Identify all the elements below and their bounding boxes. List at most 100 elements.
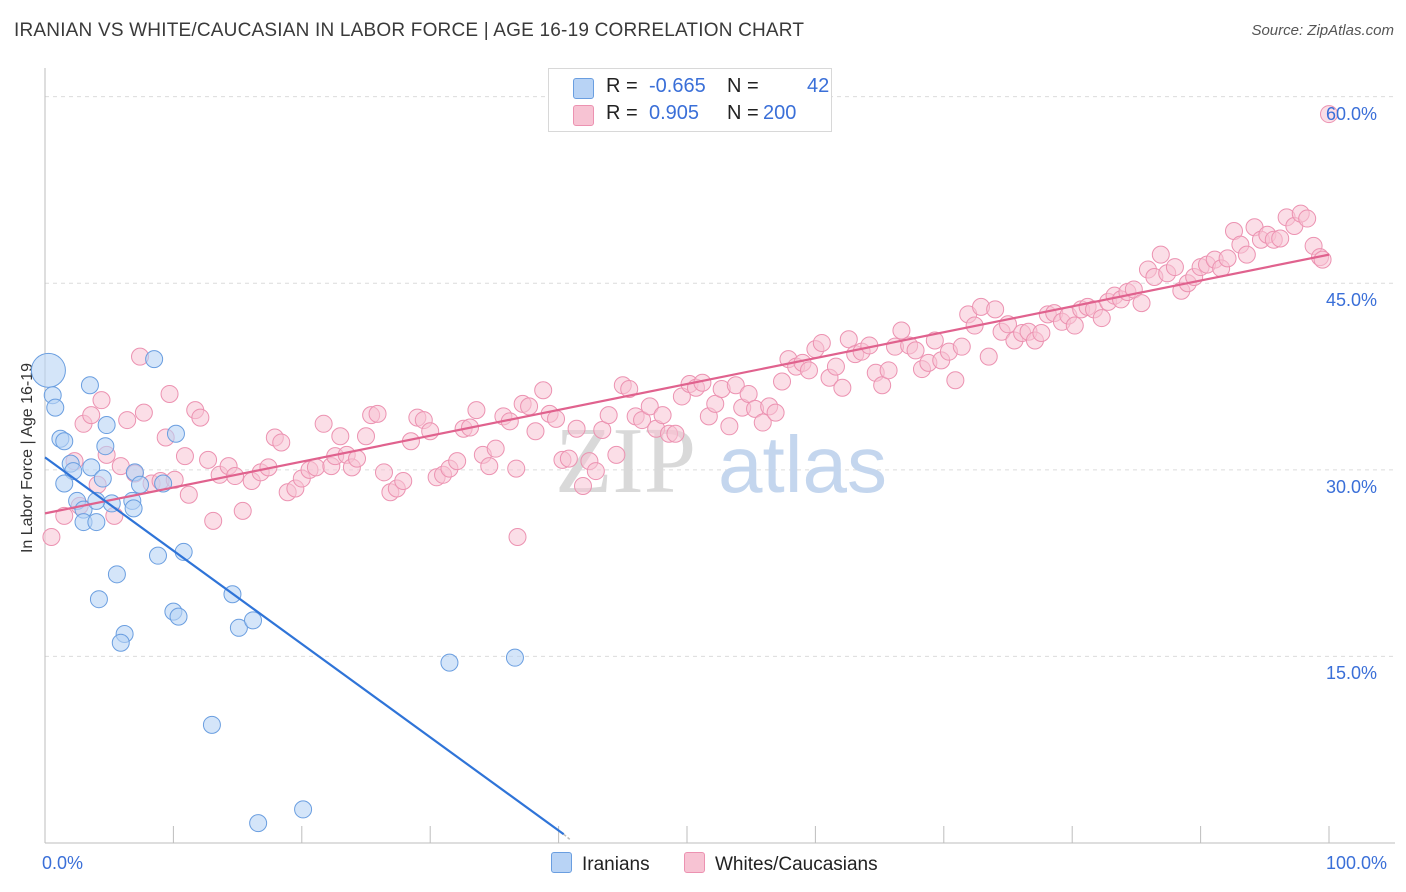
bottom-legend-whites: Whites/Caucasians <box>684 852 878 876</box>
point-whites-11 <box>118 411 137 430</box>
series-iranians-points <box>30 350 524 833</box>
point-iranians-26 <box>145 350 164 369</box>
point-whites-39 <box>306 458 325 477</box>
bottom-legend-swatch-iranians <box>551 852 572 873</box>
point-iranians-35 <box>229 618 248 637</box>
series-whites-points <box>42 105 1338 546</box>
point-whites-193 <box>1320 105 1338 124</box>
point-whites-130 <box>906 341 925 360</box>
point-whites-137 <box>952 337 971 356</box>
point-whites-40 <box>314 414 333 433</box>
point-whites-189 <box>1298 209 1317 228</box>
point-whites-67 <box>486 439 505 458</box>
point-iranians-2 <box>46 398 65 417</box>
point-whites-34 <box>272 433 291 452</box>
point-iranians-0 <box>30 352 66 388</box>
point-iranians-16 <box>97 416 116 435</box>
point-whites-79 <box>567 419 586 438</box>
point-iranians-36 <box>244 611 263 630</box>
point-iranians-21 <box>89 590 108 609</box>
point-whites-107 <box>753 413 772 432</box>
legend-r-value-iranians: -0.665 <box>649 75 706 97</box>
point-whites-119 <box>833 378 852 397</box>
legend-swatch-whites <box>573 105 594 126</box>
point-whites-20 <box>175 447 194 466</box>
point-whites-5 <box>82 406 101 425</box>
point-whites-185 <box>1271 229 1290 248</box>
x-tick-label-min: 0.0% <box>42 853 84 873</box>
point-whites-85 <box>607 445 626 464</box>
point-iranians-38 <box>294 800 313 819</box>
point-whites-82 <box>586 462 605 481</box>
point-iranians-14 <box>93 469 112 488</box>
point-whites-164 <box>1132 294 1151 313</box>
trend-line-iranians <box>44 456 565 836</box>
point-whites-133 <box>925 331 944 350</box>
point-whites-126 <box>879 361 898 380</box>
point-whites-116 <box>812 333 831 352</box>
point-whites-80 <box>573 477 592 495</box>
point-whites-47 <box>357 427 375 446</box>
point-whites-169 <box>1165 258 1184 277</box>
y-tick-label-0: 15.0% <box>1326 663 1378 684</box>
point-iranians-25 <box>131 475 150 494</box>
point-whites-78 <box>559 449 578 468</box>
point-iranians-18 <box>107 565 126 584</box>
point-iranians-23 <box>124 499 143 518</box>
point-whites-167 <box>1151 245 1170 264</box>
point-whites-158 <box>1092 309 1111 328</box>
point-whites-177 <box>1218 249 1237 268</box>
point-whites-90 <box>640 397 659 416</box>
point-whites-29 <box>233 501 252 520</box>
point-whites-73 <box>526 422 545 441</box>
point-whites-84 <box>599 406 618 425</box>
legend-n-value-iranians: 42 <box>807 75 830 97</box>
point-iranians-30 <box>166 424 185 443</box>
y-tick-label-3: 60.0% <box>1326 103 1378 124</box>
point-whites-0 <box>42 528 61 546</box>
point-whites-94 <box>666 424 685 443</box>
point-iranians-20 <box>111 633 130 652</box>
point-iranians-27 <box>148 546 167 565</box>
point-iranians-15 <box>96 437 115 456</box>
point-whites-128 <box>892 321 911 340</box>
legend-r-label: R = <box>606 102 638 124</box>
bottom-legend-label-iranians: Iranians <box>582 854 650 875</box>
point-iranians-40 <box>505 648 524 667</box>
y-tick-label-2: 45.0% <box>1326 290 1378 311</box>
legend-r-label: R = <box>606 75 638 97</box>
point-whites-14 <box>134 403 153 422</box>
point-whites-76 <box>547 409 566 428</box>
legend-n-label: N = <box>727 75 759 97</box>
trend-line-iranians-extension <box>563 833 571 840</box>
y-tick-label-1: 30.0% <box>1326 476 1378 497</box>
legend-n-value-whites: 200 <box>763 102 797 124</box>
point-whites-142 <box>986 300 1005 319</box>
chart-title: IRANIAN VS WHITE/CAUCASIAN IN LABOR FORC… <box>14 20 805 41</box>
point-whites-194 <box>508 528 527 546</box>
trend-line-whites <box>44 253 1330 515</box>
point-whites-92 <box>653 406 672 425</box>
point-iranians-33 <box>202 715 221 734</box>
point-whites-49 <box>368 404 387 423</box>
point-whites-72 <box>520 397 539 416</box>
point-whites-61 <box>448 452 467 471</box>
point-whites-105 <box>739 384 758 403</box>
correlation-legend: R = -0.665 N = 42 R = 0.905 N = 200 <box>548 68 832 132</box>
point-whites-24 <box>199 450 218 469</box>
point-iranians-11 <box>80 376 99 395</box>
point-whites-74 <box>534 381 553 400</box>
point-whites-149 <box>1032 324 1051 342</box>
point-whites-100 <box>706 394 725 413</box>
source-credit: Source: ZipAtlas.com <box>1251 22 1394 39</box>
point-whites-109 <box>766 403 785 422</box>
point-iranians-13 <box>87 513 106 532</box>
legend-r-value-whites: 0.905 <box>649 102 700 124</box>
point-iranians-37 <box>249 814 268 833</box>
point-whites-43 <box>331 427 350 446</box>
point-whites-70 <box>507 459 526 478</box>
point-iranians-39 <box>440 653 459 672</box>
bottom-legend-label-whites: Whites/Caucasians <box>715 854 878 875</box>
bottom-legend-swatch-whites <box>684 852 705 873</box>
